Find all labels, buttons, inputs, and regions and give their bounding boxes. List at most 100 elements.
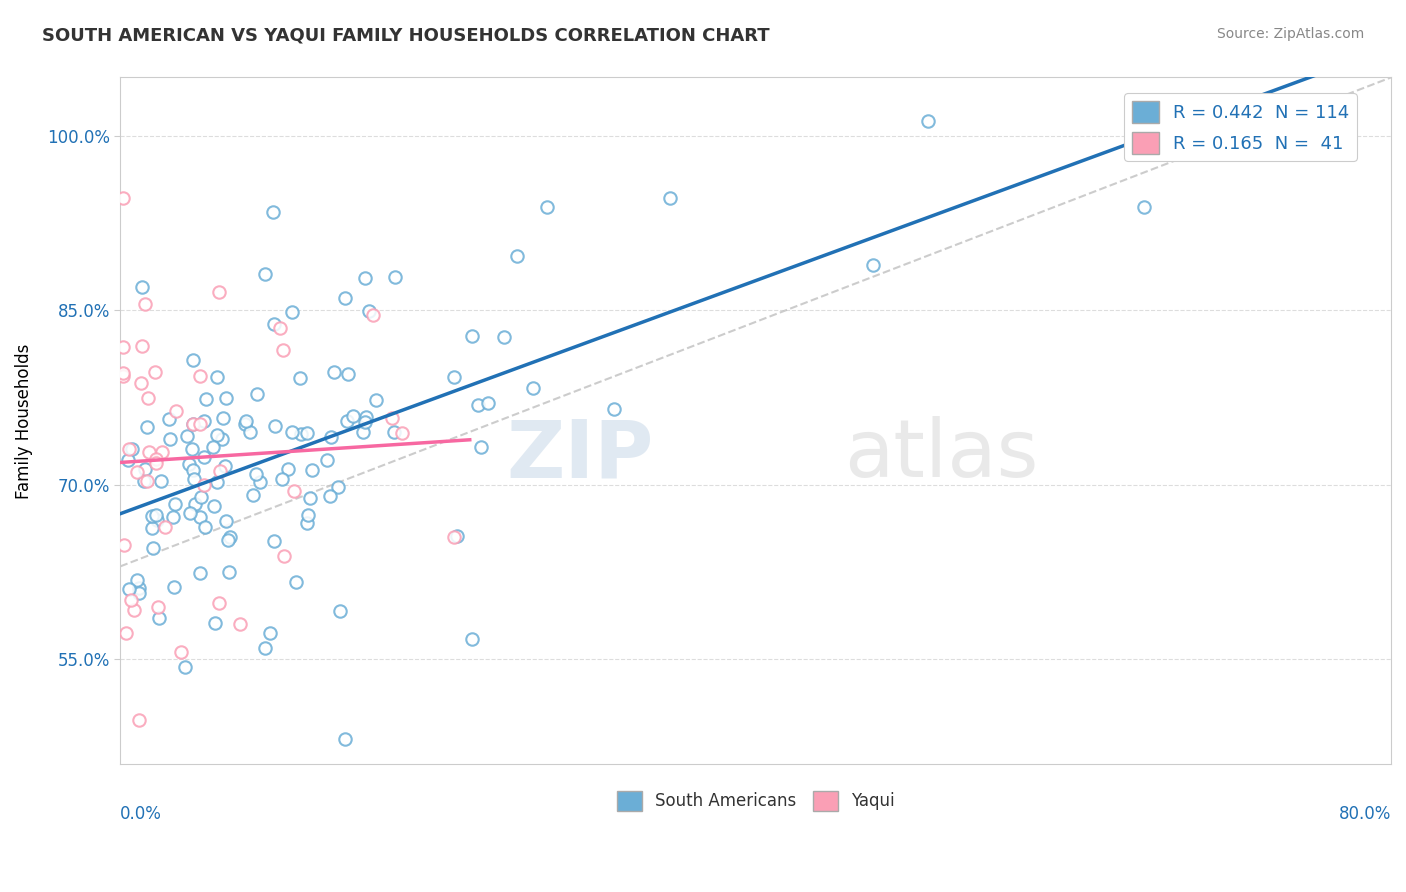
Point xyxy=(131,376,153,390)
Point xyxy=(181,352,204,367)
Point xyxy=(477,395,499,409)
Point xyxy=(264,419,287,434)
Point xyxy=(352,425,374,439)
Point xyxy=(215,514,238,528)
Point xyxy=(217,533,239,547)
Point xyxy=(318,489,340,503)
Point xyxy=(446,528,468,542)
Point xyxy=(215,391,238,405)
Point xyxy=(193,414,215,428)
Point xyxy=(214,459,236,474)
Point xyxy=(188,369,211,384)
Point xyxy=(354,410,377,425)
Point xyxy=(253,267,276,281)
Point xyxy=(135,474,157,488)
Point xyxy=(273,549,295,564)
Point xyxy=(204,616,226,631)
Point xyxy=(359,304,381,318)
Point xyxy=(273,343,295,357)
Point xyxy=(321,430,343,444)
Point xyxy=(190,490,212,504)
Text: SOUTH AMERICAN VS YAQUI FAMILY HOUSEHOLDS CORRELATION CHART: SOUTH AMERICAN VS YAQUI FAMILY HOUSEHOLD… xyxy=(42,27,770,45)
Point xyxy=(917,114,939,128)
Point xyxy=(183,472,205,486)
Point xyxy=(170,645,193,659)
Point xyxy=(162,580,184,594)
Point xyxy=(297,508,319,522)
Point xyxy=(290,427,312,442)
Point xyxy=(219,530,242,544)
Point xyxy=(131,280,153,294)
Point xyxy=(353,271,375,285)
Point xyxy=(361,309,384,323)
Point xyxy=(125,573,148,587)
Point xyxy=(136,391,159,405)
Point xyxy=(194,520,217,534)
Point xyxy=(145,508,167,523)
Point xyxy=(862,258,884,272)
Point xyxy=(342,409,364,423)
Point xyxy=(205,428,228,442)
Point xyxy=(181,417,204,432)
Point xyxy=(150,445,173,459)
Point xyxy=(127,465,149,479)
Point xyxy=(277,462,299,476)
Point xyxy=(162,509,184,524)
Point xyxy=(328,480,350,494)
Point xyxy=(112,369,135,384)
Point xyxy=(131,339,153,353)
Text: 80.0%: 80.0% xyxy=(1339,805,1391,823)
Point xyxy=(364,392,387,407)
Point xyxy=(112,340,135,354)
Point xyxy=(128,581,150,595)
Point xyxy=(391,425,413,440)
Point xyxy=(173,660,195,674)
Point xyxy=(336,367,359,381)
Text: Source: ZipAtlas.com: Source: ZipAtlas.com xyxy=(1216,27,1364,41)
Point xyxy=(148,610,170,624)
Point xyxy=(269,321,291,335)
Point xyxy=(208,285,231,300)
Point xyxy=(239,425,262,439)
Point xyxy=(470,441,492,455)
Point xyxy=(176,429,198,443)
Point xyxy=(136,420,159,434)
Point xyxy=(153,520,176,534)
Point xyxy=(283,483,305,498)
Point xyxy=(323,365,346,379)
Text: ZIP: ZIP xyxy=(506,417,654,494)
Point xyxy=(211,432,233,446)
Point xyxy=(146,600,169,615)
Point xyxy=(281,305,304,319)
Point xyxy=(193,478,215,492)
Point xyxy=(245,467,267,481)
Point xyxy=(235,414,257,428)
Point xyxy=(128,713,150,727)
Point xyxy=(262,204,284,219)
Point xyxy=(381,411,404,425)
Point xyxy=(315,452,337,467)
Text: 0.0%: 0.0% xyxy=(121,805,162,823)
Y-axis label: Family Households: Family Households xyxy=(15,343,32,499)
Point xyxy=(522,381,544,395)
Point xyxy=(295,516,318,531)
Point xyxy=(205,369,228,384)
Point xyxy=(208,596,231,610)
Point xyxy=(193,450,215,464)
Point xyxy=(536,200,558,214)
Point xyxy=(443,369,465,384)
Point xyxy=(150,474,173,488)
Point xyxy=(659,191,682,205)
Point xyxy=(280,425,302,439)
Point xyxy=(382,425,405,440)
Point xyxy=(246,387,269,401)
Point xyxy=(112,190,135,204)
Point xyxy=(290,370,312,384)
Point xyxy=(194,392,217,406)
Point xyxy=(218,565,240,579)
Point xyxy=(190,509,212,524)
Point xyxy=(117,452,139,467)
Point xyxy=(263,317,285,331)
Text: atlas: atlas xyxy=(845,417,1039,494)
Point xyxy=(212,411,235,425)
